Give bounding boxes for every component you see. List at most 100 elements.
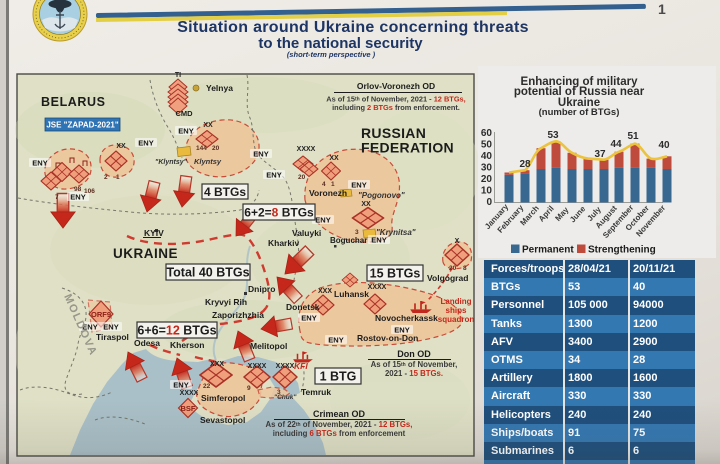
svg-text:4 BTGs: 4 BTGs (204, 185, 246, 199)
svg-text:ENY: ENY (371, 236, 386, 245)
svg-text:7: 7 (55, 194, 59, 201)
svg-text:UKRAINE: UKRAINE (113, 246, 178, 261)
svg-text:ENY: ENY (103, 323, 118, 332)
svg-text:60: 60 (481, 128, 493, 139)
svg-text:ENY: ENY (301, 314, 316, 323)
svg-text:Melitopol: Melitopol (250, 341, 287, 351)
svg-text:XXXX: XXXX (180, 390, 199, 397)
svg-text:TI: TI (175, 72, 181, 79)
svg-text:Luhansk: Luhansk (334, 289, 369, 299)
svg-text:Landing: Landing (440, 297, 471, 306)
svg-text:3: 3 (355, 229, 359, 236)
svg-text:"Pogonovo": "Pogonovo" (358, 191, 405, 200)
svg-text:XXXX: XXXX (297, 146, 316, 153)
svg-text:KYIV: KYIV (144, 228, 164, 238)
svg-text:51: 51 (627, 131, 639, 142)
svg-text:BELARUS: BELARUS (41, 95, 106, 109)
svg-text:Dnipro: Dnipro (248, 284, 275, 294)
svg-text:XXX: XXX (210, 361, 224, 368)
svg-text:144: 144 (196, 145, 207, 152)
svg-text:10: 10 (481, 186, 493, 197)
svg-text:XX: XX (361, 201, 371, 208)
svg-text:Kryvyi Rih: Kryvyi Rih (205, 297, 247, 307)
svg-text:Tiraspol: Tiraspol (96, 332, 129, 342)
svg-text:Voronezh: Voronezh (309, 188, 347, 198)
svg-text:squadron: squadron (438, 315, 475, 324)
svg-text:including 2 BTGs from enforcem: including 2 BTGs from enforcement. (332, 103, 460, 112)
svg-text:"Krynitsa": "Krynitsa" (376, 228, 416, 237)
svg-text:15 BTGs: 15 BTGs (370, 267, 421, 281)
svg-text:Sevastopol: Sevastopol (200, 415, 245, 425)
svg-text:1: 1 (331, 181, 335, 188)
svg-text:Rostov-on-Don: Rostov-on-Don (357, 333, 418, 343)
svg-text:20: 20 (449, 265, 457, 272)
svg-text:50: 50 (481, 140, 493, 151)
svg-text:ENY: ENY (328, 336, 343, 345)
svg-text:"Chuk": "Chuk" (274, 394, 297, 401)
svg-text:30: 30 (481, 163, 493, 174)
svg-text:Valuyki: Valuyki (292, 228, 321, 238)
svg-text:2021 - 15 BTGs.: 2021 - 15 BTGs. (385, 369, 443, 378)
svg-text:April: April (537, 204, 556, 224)
svg-text:As of 15th of November, 2021 -: As of 15th of November, 2021 - 12 BTGs, (326, 95, 465, 104)
svg-text:9: 9 (247, 385, 251, 392)
svg-text:ENY: ENY (173, 381, 188, 390)
svg-text:As of 22th of November, 2021 -: As of 22th of November, 2021 - 12 BTGs, (266, 420, 413, 429)
svg-text:Donetsk: Donetsk (286, 302, 320, 312)
svg-text:KFl: KFl (294, 361, 308, 371)
svg-text:ORF9: ORF9 (91, 310, 111, 319)
svg-text:Kharkiv: Kharkiv (268, 238, 299, 248)
svg-text:XXXX: XXXX (276, 363, 295, 370)
svg-text:Strengthening: Strengthening (588, 245, 656, 256)
svg-text:JSE "ZAPAD-2021": JSE "ZAPAD-2021" (46, 121, 119, 130)
svg-text:Kherson: Kherson (170, 340, 204, 350)
svg-text:Orlov-Voronezh OD: Orlov-Voronezh OD (357, 81, 435, 91)
svg-text:20: 20 (481, 174, 493, 185)
svg-text:Total 40 BTGs: Total 40 BTGs (166, 266, 249, 280)
svg-text:XX: XX (116, 143, 126, 150)
svg-text:ENY: ENY (82, 323, 97, 332)
svg-text:"Klyntsy": "Klyntsy" (155, 159, 188, 166)
svg-text:1 BTG: 1 BTG (320, 370, 357, 384)
svg-text:40: 40 (481, 151, 493, 162)
svg-text:Boguchar: Boguchar (330, 236, 367, 245)
svg-text:ENY: ENY (315, 216, 330, 225)
svg-text:Don OD: Don OD (397, 349, 431, 359)
svg-text:Zaporizhzhia: Zaporizhzhia (212, 310, 264, 320)
svg-text:Yelnya: Yelnya (206, 83, 233, 93)
svg-text:Permanent: Permanent (522, 245, 574, 256)
svg-text:XXX: XXX (318, 288, 332, 295)
svg-text:ENY: ENY (266, 171, 281, 180)
svg-text:XX: XX (203, 122, 213, 129)
svg-text:ENY: ENY (32, 159, 47, 168)
svg-text:including 6 BTGs from enforcem: including 6 BTGs from enforcement (273, 429, 406, 438)
svg-text:ENY: ENY (351, 181, 366, 190)
svg-text:XXXX: XXXX (248, 363, 267, 370)
svg-text:XXXX: XXXX (368, 284, 387, 291)
svg-text:ENY: ENY (253, 150, 268, 159)
svg-text:20: 20 (298, 174, 306, 181)
svg-text:ENY: ENY (394, 326, 409, 335)
svg-text:Odesa: Odesa (134, 338, 160, 348)
svg-text:Temruk: Temruk (301, 387, 331, 397)
svg-text:0: 0 (486, 197, 492, 208)
svg-text:As of 15th of November,: As of 15th of November, (371, 360, 458, 369)
svg-text:98: 98 (74, 186, 82, 193)
svg-text:28: 28 (519, 159, 531, 170)
svg-text:X: X (455, 238, 460, 245)
svg-text:RUSSIAN: RUSSIAN (361, 125, 426, 141)
svg-text:3: 3 (277, 389, 281, 396)
svg-text:Volgograd: Volgograd (427, 273, 468, 283)
svg-text:ENY: ENY (138, 139, 153, 148)
svg-text:June: June (568, 204, 588, 224)
svg-text:6+2=8 BTGs: 6+2=8 BTGs (244, 206, 314, 220)
svg-text:106: 106 (84, 188, 95, 195)
svg-text:40: 40 (658, 140, 670, 151)
svg-text:ENY: ENY (70, 193, 85, 202)
svg-text:CMD: CMD (175, 109, 193, 118)
svg-text:37: 37 (594, 149, 606, 160)
svg-text:53: 53 (547, 130, 559, 141)
svg-text:FEDERATION: FEDERATION (361, 140, 454, 156)
svg-text:BSF: BSF (181, 404, 196, 413)
svg-text:Klyntsy: Klyntsy (194, 157, 222, 166)
